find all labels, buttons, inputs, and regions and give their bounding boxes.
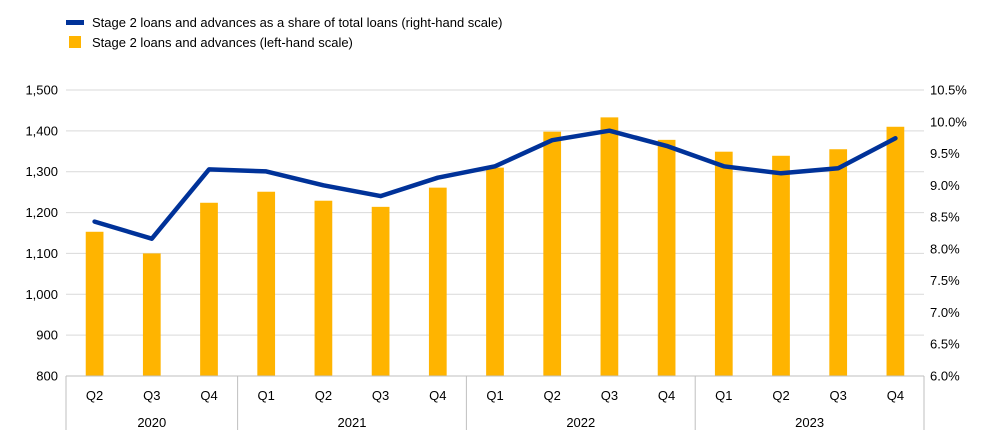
x-tick-label: Q1 — [715, 388, 732, 403]
right-axis-tick-label: 6.5% — [930, 337, 960, 352]
bar — [543, 132, 561, 376]
x-tick-label: Q3 — [601, 388, 618, 403]
x-tick-label: Q2 — [315, 388, 332, 403]
right-axis-tick-label: 7.5% — [930, 273, 960, 288]
x-tick-label: Q2 — [86, 388, 103, 403]
bar — [429, 188, 447, 376]
bar — [372, 207, 390, 376]
x-tick-label: Q3 — [143, 388, 160, 403]
bar — [143, 253, 161, 376]
bar — [601, 117, 619, 376]
right-axis-tick-label: 7.0% — [930, 305, 960, 320]
legend-bar-swatch — [69, 36, 81, 48]
x-tick-label: Q4 — [429, 388, 446, 403]
x-tick-label: Q1 — [486, 388, 503, 403]
bar — [887, 127, 905, 376]
left-axis-tick-label: 1,000 — [25, 287, 58, 302]
right-axis-tick-label: 10.5% — [930, 83, 967, 98]
left-axis-tick-label: 800 — [36, 369, 58, 384]
legend-line-label: Stage 2 loans and advances as a share of… — [92, 15, 502, 30]
right-axis-tick-label: 8.0% — [930, 241, 960, 256]
x-tick-label: Q4 — [887, 388, 904, 403]
x-tick-label: Q4 — [658, 388, 675, 403]
x-tick-label: Q3 — [830, 388, 847, 403]
right-axis-tick-label: 10.0% — [930, 114, 967, 129]
bar — [200, 203, 218, 376]
legend: Stage 2 loans and advances as a share of… — [66, 12, 502, 52]
right-axis-tick-label: 8.5% — [930, 210, 960, 225]
legend-item-line: Stage 2 loans and advances as a share of… — [66, 12, 502, 32]
right-axis-tick-label: 9.0% — [930, 178, 960, 193]
x-tick-label: Q4 — [200, 388, 217, 403]
right-axis-tick-label: 6.0% — [930, 369, 960, 384]
year-label: 2022 — [566, 415, 595, 430]
year-label: 2023 — [795, 415, 824, 430]
bar — [86, 232, 104, 376]
bar — [772, 156, 790, 376]
left-axis-tick-label: 1,100 — [25, 246, 58, 261]
left-axis-tick-label: 1,300 — [25, 164, 58, 179]
bar — [715, 152, 733, 376]
x-tick-label: Q2 — [772, 388, 789, 403]
legend-bar-label: Stage 2 loans and advances (left-hand sc… — [92, 35, 353, 50]
right-axis-tick-label: 9.5% — [930, 146, 960, 161]
legend-line-swatch — [66, 20, 84, 25]
bar — [486, 168, 504, 376]
year-label: 2021 — [338, 415, 367, 430]
x-tick-label: Q2 — [544, 388, 561, 403]
left-axis-tick-label: 1,400 — [25, 123, 58, 138]
legend-item-bar: Stage 2 loans and advances (left-hand sc… — [66, 32, 502, 52]
bar — [829, 149, 847, 376]
bar — [658, 140, 676, 376]
bar — [257, 192, 275, 376]
left-axis-tick-label: 1,200 — [25, 205, 58, 220]
left-axis-tick-label: 1,500 — [25, 83, 58, 98]
x-tick-label: Q1 — [258, 388, 275, 403]
year-label: 2020 — [137, 415, 166, 430]
left-axis-tick-label: 900 — [36, 328, 58, 343]
x-tick-label: Q3 — [372, 388, 389, 403]
bar — [315, 201, 333, 376]
